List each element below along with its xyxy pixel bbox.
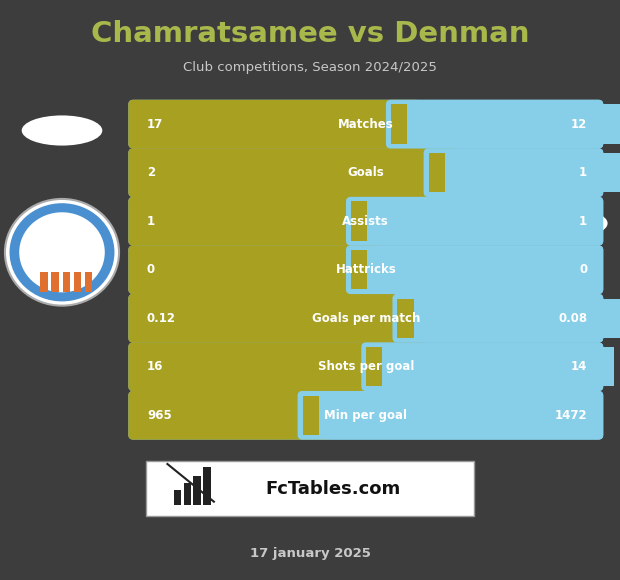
- FancyBboxPatch shape: [128, 391, 332, 440]
- Bar: [51, 272, 59, 292]
- FancyBboxPatch shape: [128, 148, 458, 197]
- Bar: [428, 153, 445, 193]
- Bar: [351, 250, 367, 289]
- Text: 2: 2: [147, 166, 155, 179]
- Text: 12: 12: [571, 118, 587, 130]
- FancyBboxPatch shape: [146, 461, 474, 516]
- FancyBboxPatch shape: [128, 391, 603, 440]
- Text: Min per goal: Min per goal: [324, 409, 407, 422]
- Text: 0.08: 0.08: [558, 311, 587, 325]
- FancyBboxPatch shape: [128, 294, 427, 343]
- FancyBboxPatch shape: [128, 100, 420, 148]
- Text: Hattricks: Hattricks: [335, 263, 396, 276]
- Text: Matches: Matches: [338, 118, 394, 130]
- FancyBboxPatch shape: [128, 245, 603, 294]
- Text: 1472: 1472: [554, 409, 587, 422]
- Text: FcTables.com: FcTables.com: [265, 480, 400, 498]
- Text: 1: 1: [579, 166, 587, 179]
- Bar: [74, 272, 81, 292]
- FancyBboxPatch shape: [386, 100, 603, 148]
- Bar: [351, 201, 367, 241]
- FancyBboxPatch shape: [423, 148, 603, 197]
- Bar: [412, 299, 620, 338]
- Text: 0.12: 0.12: [147, 311, 176, 325]
- Bar: [366, 201, 598, 241]
- FancyBboxPatch shape: [298, 391, 603, 440]
- Bar: [63, 272, 70, 292]
- FancyBboxPatch shape: [361, 342, 603, 391]
- Bar: [443, 153, 620, 193]
- FancyBboxPatch shape: [128, 197, 381, 245]
- Bar: [85, 272, 92, 292]
- Text: Goals per match: Goals per match: [312, 311, 420, 325]
- FancyBboxPatch shape: [128, 245, 381, 294]
- Text: Goals: Goals: [347, 166, 384, 179]
- Bar: [366, 250, 598, 289]
- FancyBboxPatch shape: [128, 342, 396, 391]
- Text: 17: 17: [147, 118, 163, 130]
- Text: 16: 16: [147, 360, 163, 374]
- Text: 965: 965: [147, 409, 172, 422]
- Text: 14: 14: [571, 360, 587, 374]
- Text: 1: 1: [147, 215, 155, 228]
- Circle shape: [9, 203, 115, 302]
- FancyBboxPatch shape: [392, 294, 603, 343]
- Text: Chamratsamee vs Denman: Chamratsamee vs Denman: [91, 20, 529, 48]
- Bar: [317, 396, 550, 435]
- FancyBboxPatch shape: [346, 197, 603, 245]
- Bar: [303, 396, 319, 435]
- Ellipse shape: [22, 115, 102, 146]
- Bar: [193, 476, 201, 505]
- Bar: [174, 490, 181, 505]
- Text: 17 january 2025: 17 january 2025: [250, 548, 370, 560]
- Ellipse shape: [527, 153, 608, 183]
- Bar: [184, 483, 191, 505]
- Ellipse shape: [527, 208, 608, 238]
- Text: Assists: Assists: [342, 215, 389, 228]
- Bar: [391, 104, 407, 144]
- Bar: [40, 272, 48, 292]
- Text: 0: 0: [147, 263, 155, 276]
- FancyBboxPatch shape: [128, 294, 603, 343]
- FancyBboxPatch shape: [128, 100, 603, 148]
- FancyBboxPatch shape: [128, 342, 603, 391]
- Bar: [381, 347, 614, 386]
- Bar: [405, 104, 620, 144]
- Text: 0: 0: [579, 263, 587, 276]
- Bar: [203, 467, 211, 505]
- FancyBboxPatch shape: [128, 148, 603, 197]
- Bar: [397, 299, 414, 338]
- Circle shape: [5, 199, 119, 306]
- FancyBboxPatch shape: [128, 197, 603, 245]
- Circle shape: [19, 212, 105, 292]
- Bar: [366, 347, 383, 386]
- FancyBboxPatch shape: [346, 245, 603, 294]
- Text: Shots per goal: Shots per goal: [317, 360, 414, 374]
- Text: Club competitions, Season 2024/2025: Club competitions, Season 2024/2025: [183, 61, 437, 74]
- Text: 1: 1: [579, 215, 587, 228]
